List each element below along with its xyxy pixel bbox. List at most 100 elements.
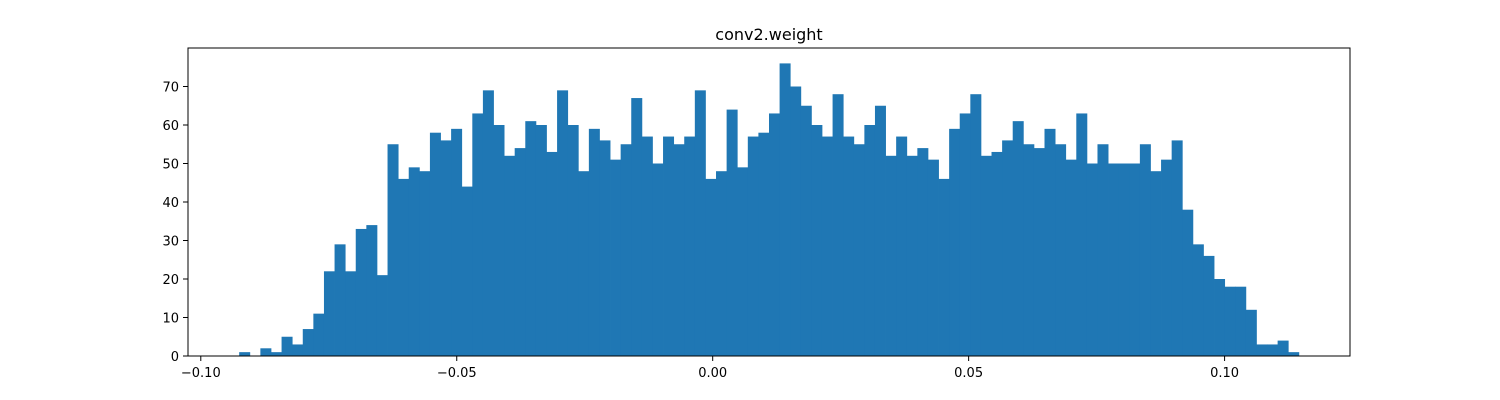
histogram-bar: [1203, 255, 1215, 356]
histogram-bar: [1277, 340, 1289, 356]
histogram-bar: [917, 148, 929, 356]
histogram-bar: [482, 90, 494, 356]
y-tick-label: 30: [162, 235, 179, 250]
histogram-bar: [885, 155, 897, 356]
histogram-bar: [1033, 148, 1045, 356]
histogram-bar: [302, 329, 314, 356]
histogram-bar: [1245, 309, 1257, 356]
histogram-bar: [673, 144, 685, 356]
histogram-bar: [408, 167, 420, 356]
histogram-bar: [588, 128, 600, 356]
histogram-bar: [292, 344, 304, 356]
histogram-bar: [843, 136, 855, 356]
histogram-bar: [451, 128, 463, 356]
histogram-bar: [1161, 159, 1173, 356]
histogram-bar: [620, 144, 632, 356]
bars-group: [239, 63, 1300, 357]
histogram-bar: [1224, 286, 1236, 356]
histogram-bar: [440, 140, 452, 356]
histogram-bar: [1192, 244, 1204, 356]
histogram-bar: [769, 113, 780, 356]
y-axis: 0 10 20 30 40 50 60 70: [162, 81, 188, 365]
histogram-bar: [535, 125, 547, 356]
histogram-bar: [906, 155, 918, 356]
histogram-bar: [864, 125, 876, 356]
histogram-bar: [991, 151, 1003, 356]
histogram-bar: [1139, 144, 1151, 356]
x-tick-label: 0.00: [698, 366, 727, 381]
histogram-bar: [525, 121, 537, 357]
histogram-bar: [684, 136, 696, 356]
histogram-bar: [631, 98, 643, 357]
histogram-bar: [461, 186, 473, 356]
histogram-bar: [1108, 163, 1120, 356]
x-tick-label: 0.10: [1210, 366, 1239, 381]
histogram-bar: [853, 144, 865, 356]
histogram-bar: [832, 94, 844, 356]
x-axis: −0.10 −0.05 0.00 0.05 0.10: [181, 356, 1239, 381]
histogram-bar: [800, 105, 812, 356]
histogram-bar: [1065, 159, 1077, 356]
histogram-bar: [419, 171, 431, 356]
histogram-bar: [821, 136, 833, 356]
histogram-bar: [281, 336, 293, 356]
histogram-bar: [398, 178, 410, 356]
histogram-bar: [376, 275, 388, 356]
histogram-bar: [472, 113, 484, 356]
histogram-bar: [334, 244, 346, 356]
histogram-bar: [323, 271, 335, 356]
histogram-bar: [790, 86, 802, 356]
chart-title: conv2.weight: [715, 25, 822, 44]
histogram-bar: [345, 271, 357, 356]
histogram-bar: [1235, 286, 1247, 356]
histogram-bar: [874, 105, 886, 356]
histogram-bar: [949, 128, 961, 356]
histogram-bar: [1182, 209, 1194, 356]
histogram-bar: [1076, 113, 1088, 356]
histogram-bar: [747, 136, 759, 356]
histogram-bar: [610, 159, 622, 356]
y-tick-label: 0: [171, 350, 179, 365]
histogram-bar: [705, 178, 717, 356]
histogram-bar: [927, 159, 939, 356]
histogram-bar: [694, 90, 706, 356]
histogram-bar: [1023, 144, 1035, 356]
histogram-bar: [429, 132, 441, 356]
y-tick-label: 70: [162, 81, 179, 96]
histogram-bar: [355, 228, 367, 356]
histogram-bar: [366, 225, 378, 356]
histogram-bar: [1044, 128, 1056, 356]
histogram-bar: [387, 144, 399, 356]
histogram-bar: [504, 155, 516, 356]
histogram-bar: [1086, 163, 1098, 356]
histogram-bar: [567, 125, 579, 356]
histogram-bar: [1002, 140, 1014, 356]
histogram-bar: [1097, 144, 1109, 356]
histogram-bar: [260, 348, 272, 356]
histogram-bar: [663, 136, 675, 356]
histogram-bar: [779, 63, 791, 357]
histogram-bar: [1267, 344, 1279, 356]
y-tick-label: 60: [162, 119, 179, 134]
histogram-bar: [1214, 279, 1226, 356]
histogram-bar: [514, 148, 526, 356]
y-tick-label: 40: [162, 196, 179, 211]
histogram-bar: [959, 113, 971, 356]
histogram-bar: [896, 136, 908, 356]
histogram-bar: [1150, 171, 1162, 356]
histogram-bar: [726, 109, 738, 356]
histogram-bar: [1171, 140, 1183, 356]
histogram-bar: [970, 94, 982, 356]
histogram-bar: [652, 163, 664, 356]
histogram-bar: [938, 178, 950, 356]
histogram-bar: [1129, 163, 1141, 356]
histogram-bar: [578, 171, 590, 356]
x-tick-label: −0.05: [437, 366, 477, 381]
histogram-bar: [493, 125, 505, 356]
histogram-bar: [980, 155, 992, 356]
y-tick-label: 20: [162, 273, 179, 288]
x-tick-label: 0.05: [954, 366, 983, 381]
histogram-bar: [546, 151, 558, 356]
histogram-bar: [737, 167, 749, 356]
